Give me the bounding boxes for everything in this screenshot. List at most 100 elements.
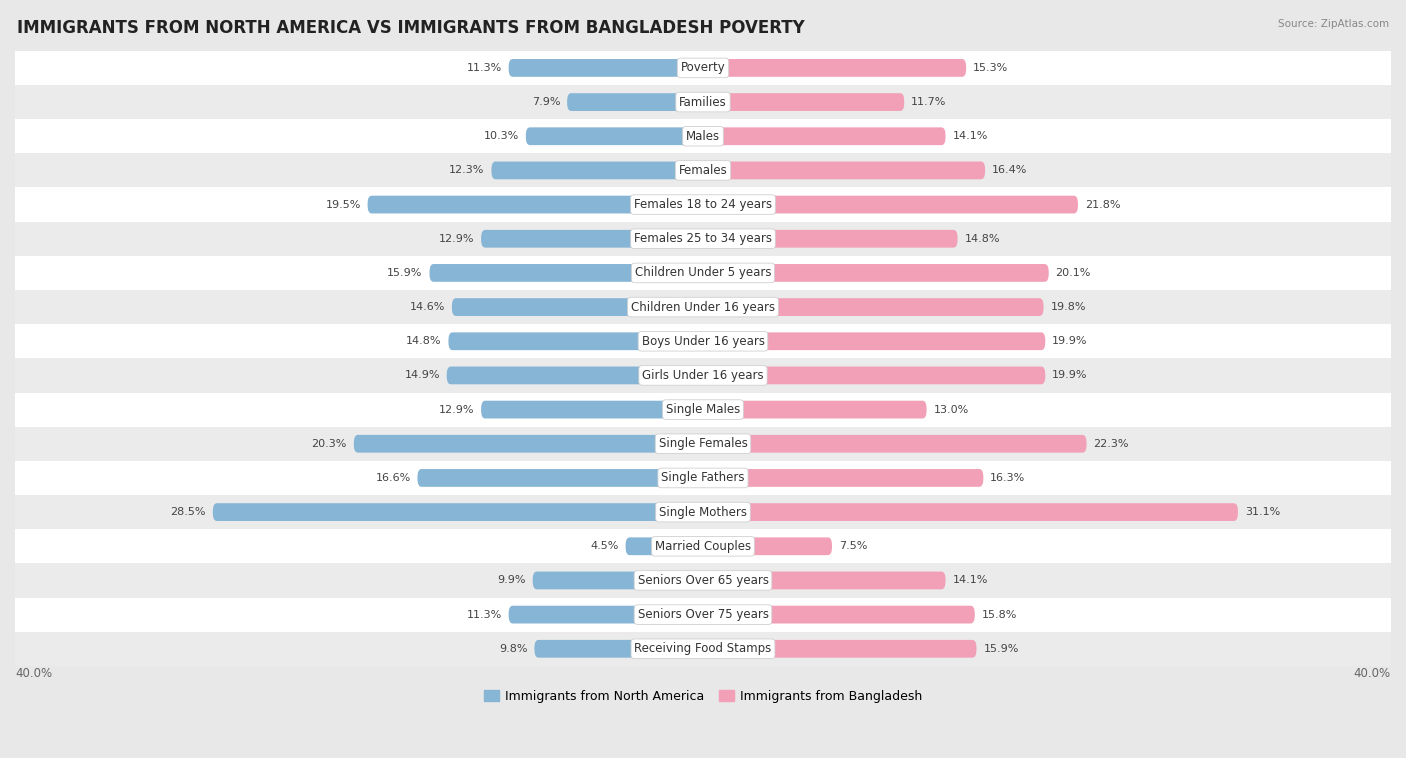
Text: 14.1%: 14.1% <box>952 131 988 141</box>
Text: 19.5%: 19.5% <box>325 199 361 209</box>
FancyBboxPatch shape <box>703 537 832 555</box>
Text: 19.9%: 19.9% <box>1052 371 1088 381</box>
Text: 14.8%: 14.8% <box>965 233 1000 244</box>
FancyBboxPatch shape <box>703 264 1049 282</box>
FancyBboxPatch shape <box>703 332 1045 350</box>
Legend: Immigrants from North America, Immigrants from Bangladesh: Immigrants from North America, Immigrant… <box>478 684 928 708</box>
Text: Married Couples: Married Couples <box>655 540 751 553</box>
Text: 15.9%: 15.9% <box>983 644 1019 654</box>
FancyBboxPatch shape <box>703 503 1237 521</box>
Bar <box>15 597 1391 631</box>
FancyBboxPatch shape <box>447 367 703 384</box>
Text: 15.3%: 15.3% <box>973 63 1008 73</box>
FancyBboxPatch shape <box>418 469 703 487</box>
Text: 14.1%: 14.1% <box>952 575 988 585</box>
FancyBboxPatch shape <box>703 640 977 658</box>
Text: 7.5%: 7.5% <box>839 541 868 551</box>
FancyBboxPatch shape <box>526 127 703 145</box>
Text: Single Fathers: Single Fathers <box>661 471 745 484</box>
Text: 11.7%: 11.7% <box>911 97 946 107</box>
Text: Poverty: Poverty <box>681 61 725 74</box>
Text: 15.9%: 15.9% <box>387 268 423 278</box>
Text: 10.3%: 10.3% <box>484 131 519 141</box>
FancyBboxPatch shape <box>367 196 703 214</box>
Bar <box>15 256 1391 290</box>
FancyBboxPatch shape <box>567 93 703 111</box>
FancyBboxPatch shape <box>703 59 966 77</box>
FancyBboxPatch shape <box>212 503 703 521</box>
FancyBboxPatch shape <box>703 401 927 418</box>
Text: Children Under 5 years: Children Under 5 years <box>634 266 772 280</box>
FancyBboxPatch shape <box>626 537 703 555</box>
Text: Families: Families <box>679 96 727 108</box>
Text: Males: Males <box>686 130 720 143</box>
Bar <box>15 221 1391 256</box>
FancyBboxPatch shape <box>492 161 703 180</box>
FancyBboxPatch shape <box>703 230 957 248</box>
Text: 12.9%: 12.9% <box>439 233 474 244</box>
Bar <box>15 324 1391 359</box>
Text: 22.3%: 22.3% <box>1094 439 1129 449</box>
Bar <box>15 359 1391 393</box>
Text: 9.8%: 9.8% <box>499 644 527 654</box>
Bar <box>15 631 1391 666</box>
Bar <box>15 563 1391 597</box>
Text: 19.8%: 19.8% <box>1050 302 1085 312</box>
Text: 7.9%: 7.9% <box>531 97 560 107</box>
Text: 16.6%: 16.6% <box>375 473 411 483</box>
Text: 4.5%: 4.5% <box>591 541 619 551</box>
Text: 14.8%: 14.8% <box>406 337 441 346</box>
FancyBboxPatch shape <box>703 127 945 145</box>
Bar <box>15 51 1391 85</box>
Text: 40.0%: 40.0% <box>1354 667 1391 680</box>
FancyBboxPatch shape <box>703 298 1043 316</box>
Text: 12.3%: 12.3% <box>449 165 485 175</box>
FancyBboxPatch shape <box>451 298 703 316</box>
FancyBboxPatch shape <box>429 264 703 282</box>
FancyBboxPatch shape <box>703 161 986 180</box>
FancyBboxPatch shape <box>354 435 703 453</box>
Bar <box>15 461 1391 495</box>
FancyBboxPatch shape <box>481 401 703 418</box>
FancyBboxPatch shape <box>509 606 703 624</box>
Text: 13.0%: 13.0% <box>934 405 969 415</box>
Text: Seniors Over 75 years: Seniors Over 75 years <box>637 608 769 621</box>
Text: Females 25 to 34 years: Females 25 to 34 years <box>634 232 772 246</box>
Text: Children Under 16 years: Children Under 16 years <box>631 301 775 314</box>
Text: Boys Under 16 years: Boys Under 16 years <box>641 335 765 348</box>
FancyBboxPatch shape <box>703 435 1087 453</box>
Text: 9.9%: 9.9% <box>498 575 526 585</box>
FancyBboxPatch shape <box>481 230 703 248</box>
Text: Source: ZipAtlas.com: Source: ZipAtlas.com <box>1278 19 1389 29</box>
Text: 14.9%: 14.9% <box>405 371 440 381</box>
Bar <box>15 393 1391 427</box>
FancyBboxPatch shape <box>703 572 945 589</box>
Bar <box>15 119 1391 153</box>
Text: Single Females: Single Females <box>658 437 748 450</box>
Text: 20.3%: 20.3% <box>312 439 347 449</box>
Text: 14.6%: 14.6% <box>409 302 446 312</box>
Text: 19.9%: 19.9% <box>1052 337 1088 346</box>
FancyBboxPatch shape <box>449 332 703 350</box>
FancyBboxPatch shape <box>533 572 703 589</box>
Text: 28.5%: 28.5% <box>170 507 205 517</box>
Text: Girls Under 16 years: Girls Under 16 years <box>643 369 763 382</box>
Text: 21.8%: 21.8% <box>1085 199 1121 209</box>
Text: 40.0%: 40.0% <box>15 667 52 680</box>
Text: Seniors Over 65 years: Seniors Over 65 years <box>637 574 769 587</box>
FancyBboxPatch shape <box>534 640 703 658</box>
Text: 16.3%: 16.3% <box>990 473 1025 483</box>
Bar <box>15 187 1391 221</box>
Text: Single Mothers: Single Mothers <box>659 506 747 518</box>
Text: 31.1%: 31.1% <box>1244 507 1279 517</box>
Text: Females: Females <box>679 164 727 177</box>
Bar <box>15 529 1391 563</box>
Text: 20.1%: 20.1% <box>1056 268 1091 278</box>
FancyBboxPatch shape <box>703 196 1078 214</box>
Bar <box>15 290 1391 324</box>
Text: IMMIGRANTS FROM NORTH AMERICA VS IMMIGRANTS FROM BANGLADESH POVERTY: IMMIGRANTS FROM NORTH AMERICA VS IMMIGRA… <box>17 19 804 37</box>
FancyBboxPatch shape <box>703 606 974 624</box>
Text: 12.9%: 12.9% <box>439 405 474 415</box>
Bar <box>15 85 1391 119</box>
Bar <box>15 153 1391 187</box>
